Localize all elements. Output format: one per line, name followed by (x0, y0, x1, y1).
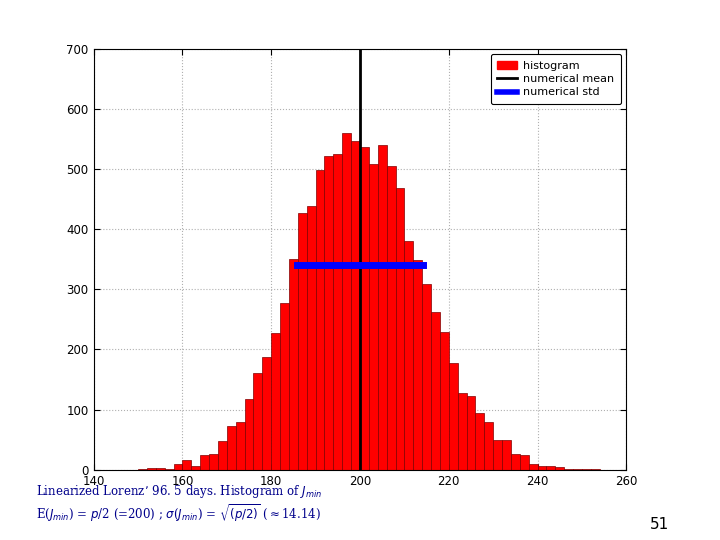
Bar (218, 441, 227, 470)
Bar (147, 468, 156, 470)
numerical mean (356, 466, 364, 472)
Bar (333, 154, 342, 470)
Bar (182, 460, 192, 470)
Bar (520, 455, 528, 470)
Bar (528, 464, 538, 470)
Bar (395, 187, 405, 470)
Bar (192, 465, 200, 470)
Bar (174, 464, 182, 470)
Bar (405, 241, 413, 470)
Text: E($J_{min}$) = $p$/2 (=200) ; $\sigma$($J_{min}$) = $\sqrt{(p/2)}$ ($\approx$14.: E($J_{min}$) = $p$/2 (=200) ; $\sigma$($… (36, 502, 321, 524)
Bar (138, 469, 147, 470)
Bar (591, 469, 600, 470)
Bar (431, 312, 440, 470)
Bar (289, 259, 298, 470)
Bar (440, 332, 449, 470)
Bar (467, 396, 475, 470)
Bar (280, 303, 289, 470)
Bar (413, 260, 422, 470)
Bar (307, 206, 315, 470)
Bar (475, 413, 485, 470)
Bar (165, 469, 174, 470)
Bar (227, 426, 235, 470)
Bar (369, 164, 378, 470)
Text: 51: 51 (650, 517, 670, 532)
Bar (458, 393, 467, 470)
Bar (564, 469, 573, 470)
Bar (493, 440, 502, 470)
Legend: histogram, numerical mean, numerical std: histogram, numerical mean, numerical std (491, 54, 621, 104)
Bar (511, 454, 520, 470)
Bar (262, 357, 271, 470)
numerical mean (356, 467, 364, 473)
Bar (555, 468, 564, 470)
numerical std (418, 262, 427, 268)
Bar (538, 465, 546, 470)
Bar (573, 469, 582, 470)
Bar (351, 141, 360, 470)
Bar (582, 469, 591, 470)
Bar (235, 422, 245, 470)
Bar (271, 333, 280, 470)
Bar (315, 170, 325, 470)
Bar (209, 454, 218, 470)
Bar (245, 399, 253, 470)
Text: Linearized Lorenz’ 96. 5 days. Histogram of $J_{min}$: Linearized Lorenz’ 96. 5 days. Histogram… (36, 483, 323, 500)
Bar (360, 147, 369, 470)
Bar (325, 156, 333, 470)
Bar (546, 466, 555, 470)
Bar (253, 373, 262, 470)
Bar (387, 166, 395, 470)
Bar (449, 363, 458, 470)
Bar (502, 440, 511, 470)
Bar (342, 133, 351, 470)
Bar (422, 285, 431, 470)
numerical std (293, 262, 302, 268)
Bar (200, 455, 209, 470)
Bar (298, 213, 307, 470)
Bar (378, 145, 387, 470)
Bar (156, 468, 165, 470)
Bar (485, 422, 493, 470)
